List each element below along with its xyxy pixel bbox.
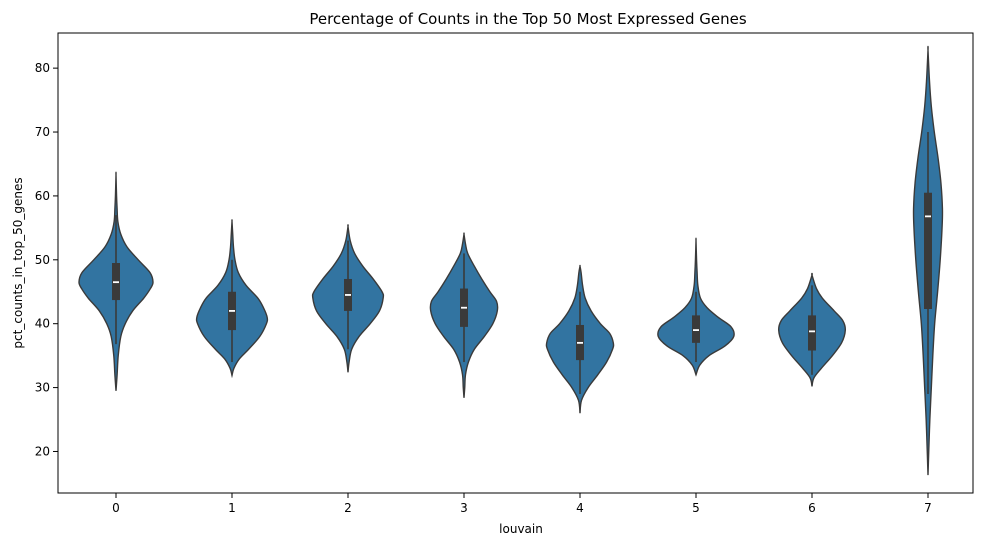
violin-5 — [657, 237, 735, 377]
y-tick-label: 60 — [35, 189, 50, 203]
violin-4 — [545, 264, 615, 414]
x-axis: 0 1 2 3 4 5 6 7 — [112, 493, 932, 515]
violin-7 — [912, 45, 944, 476]
y-axis: 20 30 40 50 60 70 80 — [35, 61, 58, 458]
x-axis-label: louvain — [499, 522, 543, 536]
violin-1 — [195, 219, 269, 379]
y-tick-label: 50 — [35, 253, 50, 267]
y-tick-label: 20 — [35, 444, 50, 458]
x-tick-label: 0 — [112, 501, 120, 515]
violin-6 — [777, 272, 847, 387]
x-tick-label: 2 — [344, 501, 352, 515]
plot-area — [78, 45, 944, 476]
x-tick-label: 6 — [808, 501, 816, 515]
plot-frame — [57, 32, 974, 494]
violin-2 — [311, 224, 385, 373]
x-tick-label: 3 — [460, 501, 468, 515]
x-tick-label: 4 — [576, 501, 584, 515]
y-axis-label: pct_counts_in_top_50_genes — [11, 177, 25, 348]
violin-3 — [429, 232, 499, 398]
x-tick-label: 5 — [692, 501, 700, 515]
y-tick-label: 40 — [35, 317, 50, 331]
x-tick-label: 1 — [228, 501, 236, 515]
violin-iqr-box — [808, 315, 816, 351]
y-tick-label: 30 — [35, 381, 50, 395]
y-tick-label: 70 — [35, 125, 50, 139]
violin-0 — [78, 171, 154, 391]
chart-title: Percentage of Counts in the Top 50 Most … — [309, 10, 747, 28]
violin-iqr-box — [692, 315, 700, 343]
violin-iqr-box — [924, 192, 932, 309]
x-tick-label: 7 — [924, 501, 932, 515]
y-tick-label: 80 — [35, 61, 50, 75]
